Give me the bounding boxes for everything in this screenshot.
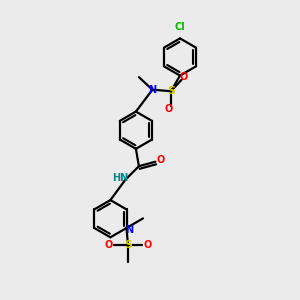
Text: Cl: Cl bbox=[175, 22, 185, 32]
Text: S: S bbox=[167, 86, 175, 96]
Text: O: O bbox=[144, 240, 152, 250]
Text: O: O bbox=[164, 104, 173, 114]
Text: HN: HN bbox=[112, 173, 128, 183]
Text: O: O bbox=[104, 240, 112, 250]
Text: S: S bbox=[124, 240, 132, 250]
Text: N: N bbox=[125, 224, 133, 235]
Text: O: O bbox=[180, 72, 188, 82]
Text: O: O bbox=[157, 155, 165, 165]
Text: N: N bbox=[148, 85, 157, 95]
